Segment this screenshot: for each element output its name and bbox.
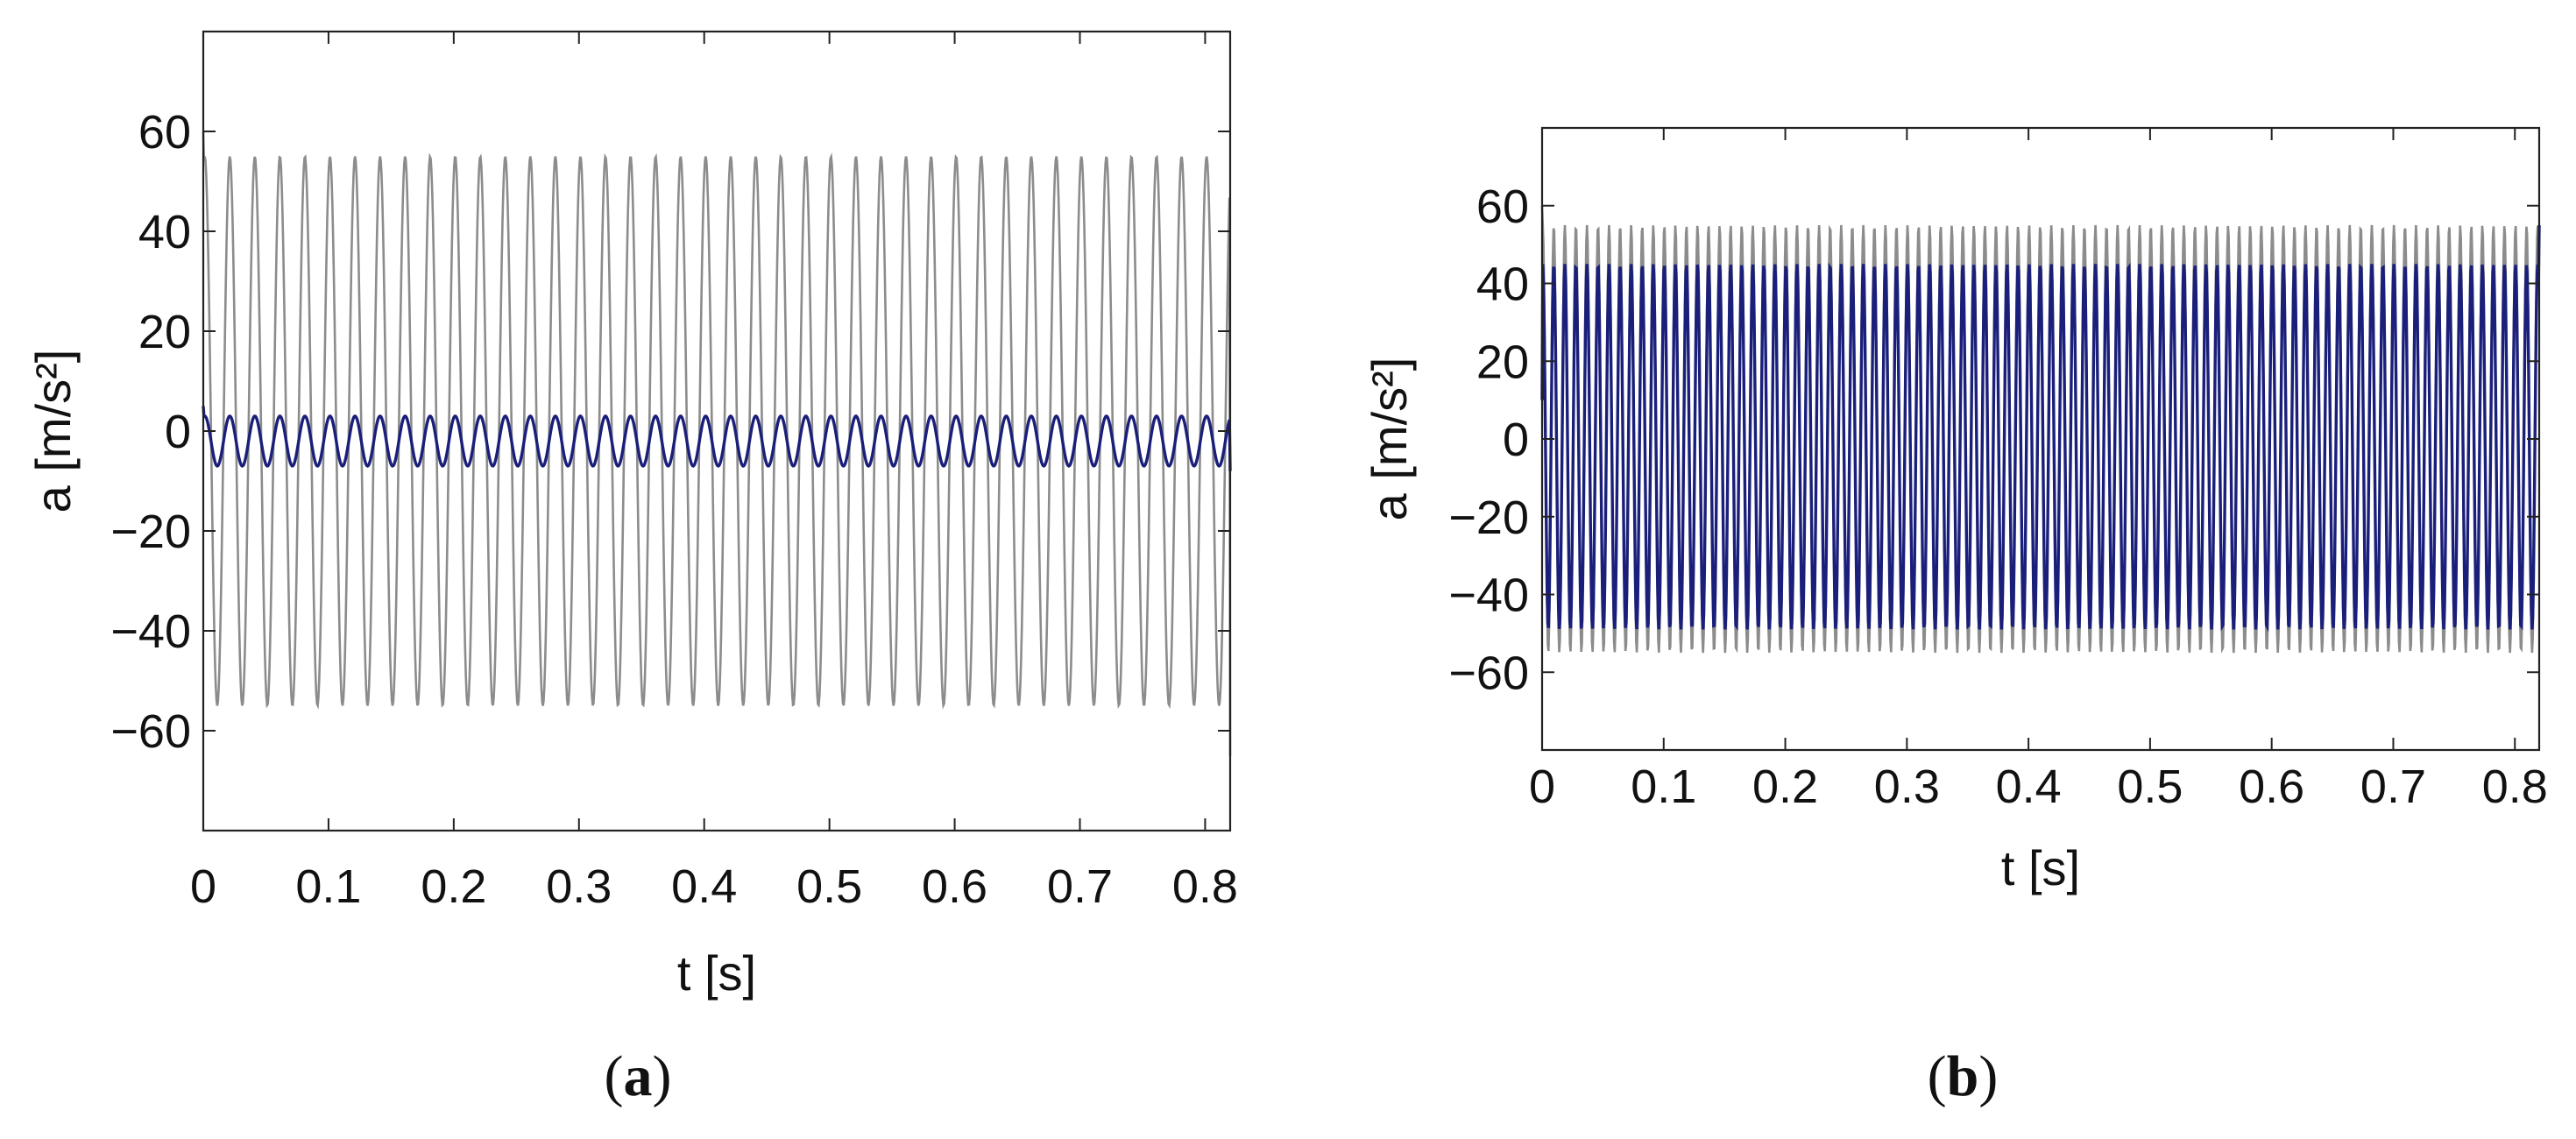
chart-b-x-tick-label: 0.2 — [1752, 761, 1818, 813]
chart-b-y-tick-label: 60 — [1476, 180, 1529, 233]
chart-b-x-tick-label: 0.1 — [1631, 761, 1696, 813]
chart-a-x-tick-label: 0.7 — [1047, 860, 1113, 913]
chart-a-y-axis-label: a [m/s²] — [25, 350, 81, 513]
chart-b-y-tick-label: −40 — [1448, 570, 1529, 622]
chart-a-x-tick-label: 0.1 — [295, 860, 361, 913]
chart-a-x-tick-label: 0.4 — [671, 860, 737, 913]
chart-b-x-tick-label: 0.5 — [2117, 761, 2183, 813]
chart-a-y-tick-label: −20 — [110, 506, 191, 558]
chart-a-y-tick-label: 40 — [138, 206, 191, 258]
panel-label-b: (b) — [1928, 1044, 1999, 1108]
chart-b-y-tick-label: 20 — [1476, 336, 1529, 388]
chart-a-x-tick-label: 0.2 — [421, 860, 486, 913]
chart-a-y-tick-label: 60 — [138, 106, 191, 159]
panel-label-a-close: ) — [653, 1044, 672, 1108]
chart-b-x-tick-label: 0.4 — [1996, 761, 2062, 813]
chart-b-series-2-line — [1540, 224, 2541, 633]
chart-panel-b: 0 0.1 0.2 0.3 0.4 0.5 0.6 0.7 0.8 60 40 20 0 −20 −40 −6… — [1362, 126, 2548, 895]
chart-a-x-tick-label: 0.3 — [546, 860, 612, 913]
panel-label-a-open: ( — [605, 1044, 624, 1108]
chart-a-x-axis-label: t [s] — [677, 945, 756, 1001]
chart-b-x-tick-label: 0.6 — [2239, 761, 2304, 813]
chart-a-x-tick-label: 0.5 — [796, 860, 862, 913]
chart-b-x-tick-label: 0 — [1529, 761, 1555, 813]
chart-a-y-tick-label: 0 — [165, 406, 191, 458]
chart-a-series-1-line — [202, 131, 1232, 756]
chart-b-x-axis-label: t [s] — [2001, 840, 2080, 895]
chart-a-x-tick-label: 0.8 — [1172, 860, 1238, 913]
chart-b-x-tick-label: 0.3 — [1874, 761, 1940, 813]
chart-a-x-tick-label: 0.6 — [922, 860, 987, 913]
chart-a-y-tick-label: −40 — [110, 605, 191, 658]
panel-label-a-letter: a — [624, 1044, 653, 1108]
panel-label-b-open: ( — [1928, 1044, 1947, 1108]
chart-a-series-2-line — [202, 406, 1232, 471]
chart-b-y-axis-label: a [m/s²] — [1362, 357, 1417, 521]
chart-b-y-tick-label: 40 — [1476, 258, 1529, 311]
chart-b-plot-frame — [1540, 126, 2541, 752]
panel-label-b-letter: b — [1947, 1044, 1979, 1108]
panel-label-b-close: ) — [1978, 1044, 1998, 1108]
chart-a-y-tick-label: 20 — [138, 306, 191, 358]
chart-b-x-tick-label: 0.8 — [2482, 761, 2548, 813]
chart-b-y-tick-label: −20 — [1448, 492, 1529, 544]
chart-a-x-tick-label: 0 — [190, 860, 216, 913]
chart-a-y-tick-label: −60 — [110, 705, 191, 758]
chart-b-x-tick-label: 0.7 — [2360, 761, 2426, 813]
chart-panel-a: 0 0.1 0.2 0.3 0.4 0.5 0.6 0.7 0.8 60 40 20 0 −20 −40 −6… — [25, 30, 1238, 1001]
panel-label-a: (a) — [605, 1044, 672, 1108]
chart-b-y-tick-label: −60 — [1448, 647, 1529, 699]
chart-b-y-tick-label: 0 — [1503, 414, 1529, 466]
